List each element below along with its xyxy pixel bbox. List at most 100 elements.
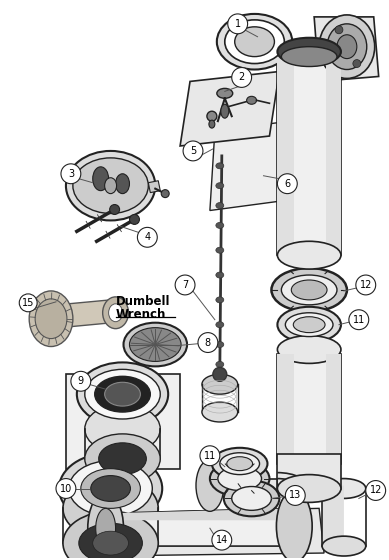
Ellipse shape	[213, 367, 227, 381]
Text: 13: 13	[289, 491, 301, 501]
Ellipse shape	[217, 14, 292, 69]
Text: 11: 11	[353, 315, 365, 325]
Circle shape	[232, 68, 252, 87]
Ellipse shape	[227, 457, 252, 470]
Ellipse shape	[116, 174, 130, 194]
Ellipse shape	[95, 376, 150, 412]
Text: Wrench: Wrench	[116, 308, 166, 321]
Ellipse shape	[81, 469, 140, 508]
Polygon shape	[106, 508, 294, 520]
Ellipse shape	[293, 317, 325, 333]
Ellipse shape	[216, 247, 224, 253]
Ellipse shape	[85, 370, 160, 419]
Ellipse shape	[216, 203, 224, 208]
Ellipse shape	[124, 323, 187, 366]
Ellipse shape	[286, 313, 333, 337]
Polygon shape	[277, 454, 341, 488]
Circle shape	[277, 174, 297, 194]
Ellipse shape	[272, 268, 347, 312]
Text: 11: 11	[204, 451, 216, 461]
Ellipse shape	[96, 508, 116, 548]
Text: 12: 12	[370, 486, 382, 496]
Ellipse shape	[93, 531, 128, 555]
Polygon shape	[326, 354, 341, 464]
Ellipse shape	[210, 461, 270, 497]
Ellipse shape	[322, 536, 366, 556]
Ellipse shape	[130, 328, 181, 361]
Ellipse shape	[202, 402, 238, 422]
Circle shape	[183, 141, 203, 161]
Ellipse shape	[247, 96, 257, 104]
Ellipse shape	[216, 272, 224, 278]
Ellipse shape	[79, 523, 142, 560]
Ellipse shape	[69, 461, 152, 516]
Circle shape	[198, 333, 218, 352]
Polygon shape	[277, 354, 341, 464]
Circle shape	[366, 480, 385, 501]
Circle shape	[19, 294, 37, 312]
Text: 14: 14	[216, 535, 228, 545]
Ellipse shape	[93, 167, 109, 190]
Ellipse shape	[216, 297, 224, 303]
Ellipse shape	[73, 158, 148, 213]
Ellipse shape	[225, 20, 284, 63]
Text: 9: 9	[78, 376, 84, 386]
Ellipse shape	[85, 434, 160, 483]
Text: 6: 6	[284, 179, 291, 189]
Ellipse shape	[291, 280, 327, 300]
Polygon shape	[106, 508, 294, 546]
Ellipse shape	[218, 466, 261, 491]
Ellipse shape	[353, 59, 361, 68]
Ellipse shape	[207, 111, 217, 121]
Ellipse shape	[224, 480, 279, 516]
Circle shape	[212, 530, 232, 550]
Ellipse shape	[277, 241, 341, 269]
Ellipse shape	[63, 477, 158, 540]
Ellipse shape	[277, 475, 341, 502]
Circle shape	[228, 14, 248, 34]
Polygon shape	[210, 479, 277, 492]
Ellipse shape	[235, 27, 274, 57]
Polygon shape	[326, 57, 341, 255]
Ellipse shape	[277, 491, 312, 560]
Ellipse shape	[105, 178, 117, 194]
Ellipse shape	[216, 321, 224, 328]
Ellipse shape	[319, 15, 375, 78]
Polygon shape	[277, 57, 341, 255]
Text: 5: 5	[190, 146, 196, 156]
Ellipse shape	[281, 46, 337, 67]
Ellipse shape	[130, 214, 139, 225]
Ellipse shape	[196, 460, 224, 511]
Text: 10: 10	[60, 483, 72, 493]
Circle shape	[200, 446, 220, 466]
Polygon shape	[96, 508, 324, 556]
Ellipse shape	[335, 26, 343, 34]
Text: 7: 7	[182, 280, 188, 290]
Ellipse shape	[99, 443, 146, 475]
Ellipse shape	[59, 452, 162, 524]
Ellipse shape	[161, 190, 169, 198]
Text: 12: 12	[359, 280, 372, 290]
Ellipse shape	[281, 275, 337, 305]
Ellipse shape	[216, 342, 224, 348]
Circle shape	[175, 275, 195, 295]
Ellipse shape	[277, 307, 341, 343]
Ellipse shape	[29, 291, 73, 347]
Ellipse shape	[103, 297, 128, 329]
Circle shape	[349, 310, 369, 330]
Ellipse shape	[109, 304, 123, 321]
Ellipse shape	[88, 492, 124, 560]
Ellipse shape	[105, 382, 140, 406]
Circle shape	[56, 479, 76, 498]
Ellipse shape	[63, 511, 158, 560]
Ellipse shape	[66, 151, 155, 221]
Text: 15: 15	[22, 298, 34, 308]
Ellipse shape	[212, 448, 268, 479]
Circle shape	[286, 486, 305, 505]
Polygon shape	[322, 486, 344, 546]
Ellipse shape	[277, 335, 341, 363]
Text: Dumbell: Dumbell	[116, 295, 170, 308]
Ellipse shape	[216, 183, 224, 189]
Ellipse shape	[217, 88, 233, 99]
Polygon shape	[148, 181, 160, 193]
